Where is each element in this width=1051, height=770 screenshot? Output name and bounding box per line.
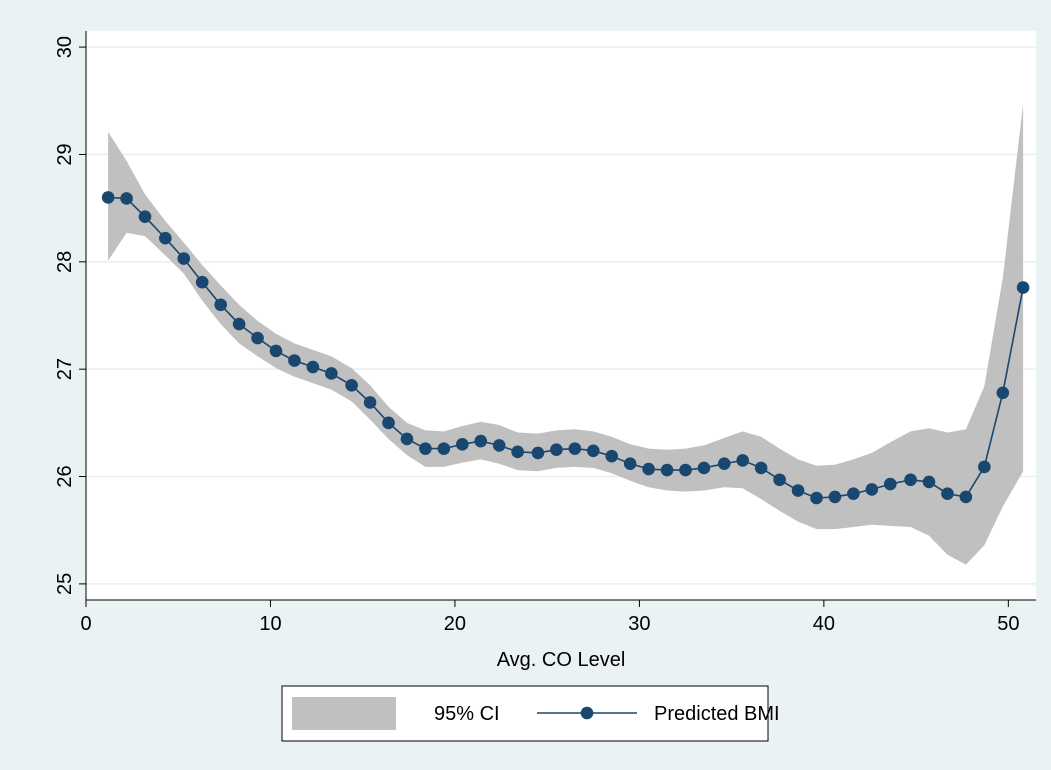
ci-band-area xyxy=(108,104,1024,565)
data-point-14 xyxy=(345,378,358,392)
data-point-22 xyxy=(492,439,506,452)
data-point-33 xyxy=(697,461,711,475)
data-point-38 xyxy=(791,484,805,497)
data-point-16 xyxy=(382,416,395,430)
data-point-3 xyxy=(138,210,152,224)
data-point-25 xyxy=(550,443,563,456)
data-point-41 xyxy=(847,487,860,501)
data-point-17 xyxy=(400,432,414,446)
x-tick-label-10: 10 xyxy=(259,613,281,635)
data-point-27 xyxy=(586,444,600,458)
data-point-5 xyxy=(177,252,191,265)
data-point-47 xyxy=(959,490,973,504)
data-point-18 xyxy=(419,442,432,455)
data-point-26 xyxy=(568,442,582,455)
data-point-50 xyxy=(1016,281,1030,294)
data-point-30 xyxy=(642,462,655,476)
data-point-43 xyxy=(883,477,897,491)
y-tick-label-29: 29 xyxy=(54,143,76,165)
data-point-4 xyxy=(159,231,172,245)
data-point-48 xyxy=(978,460,991,474)
data-point-29 xyxy=(623,457,637,470)
data-point-15 xyxy=(363,396,377,409)
data-point-9 xyxy=(251,331,264,345)
data-point-24 xyxy=(531,446,545,460)
y-tick-label-30: 30 xyxy=(54,36,76,58)
axes: 25 26 27 28 29 30 0 10 20 30 40 50 xyxy=(54,31,1036,635)
data-point-19 xyxy=(437,442,451,455)
data-point-21 xyxy=(474,434,488,448)
x-tick-label-30: 30 xyxy=(628,613,650,635)
legend: 95% CI Predicted BMI xyxy=(281,685,780,742)
x-axis-title: Avg. CO Level xyxy=(497,649,626,671)
data-point-2 xyxy=(120,192,133,205)
data-point-35 xyxy=(736,454,749,467)
data-point-42 xyxy=(865,483,879,496)
data-point-10 xyxy=(269,344,283,358)
data-point-39 xyxy=(810,491,823,505)
predicted-bmi-markers xyxy=(101,191,1030,505)
data-point-31 xyxy=(660,463,674,477)
data-point-7 xyxy=(214,298,227,312)
gridlines xyxy=(86,46,1036,585)
y-tick-label-25: 25 xyxy=(54,573,76,595)
y-tick-label-27: 27 xyxy=(54,358,76,380)
y-tick-label-26: 26 xyxy=(54,465,76,487)
data-point-37 xyxy=(773,473,786,487)
x-tick-label-50: 50 xyxy=(997,613,1019,635)
legend-bmi-marker-swatch xyxy=(580,706,594,720)
data-point-36 xyxy=(754,461,768,475)
legend-ci-swatch xyxy=(292,697,396,730)
data-point-23 xyxy=(511,445,524,459)
x-tick-label-20: 20 xyxy=(444,613,466,635)
data-point-8 xyxy=(232,317,246,331)
data-point-49 xyxy=(996,386,1010,400)
data-point-11 xyxy=(288,354,301,367)
legend-bmi-label: Predicted BMI xyxy=(654,703,780,725)
data-point-6 xyxy=(195,275,209,289)
data-point-44 xyxy=(904,473,917,487)
data-point-28 xyxy=(605,449,619,463)
data-point-13 xyxy=(325,367,338,380)
data-point-34 xyxy=(717,457,731,470)
data-point-20 xyxy=(456,438,469,451)
data-point-40 xyxy=(828,490,842,504)
data-point-46 xyxy=(941,487,954,501)
x-tick-label-40: 40 xyxy=(813,613,835,635)
legend-ci-label: 95% CI xyxy=(434,703,500,725)
data-point-45 xyxy=(922,475,936,489)
x-tick-label-0: 0 xyxy=(80,613,91,635)
data-point-1 xyxy=(101,191,115,204)
data-point-12 xyxy=(306,360,320,374)
data-point-32 xyxy=(679,463,692,477)
y-tick-label-28: 28 xyxy=(54,251,76,273)
